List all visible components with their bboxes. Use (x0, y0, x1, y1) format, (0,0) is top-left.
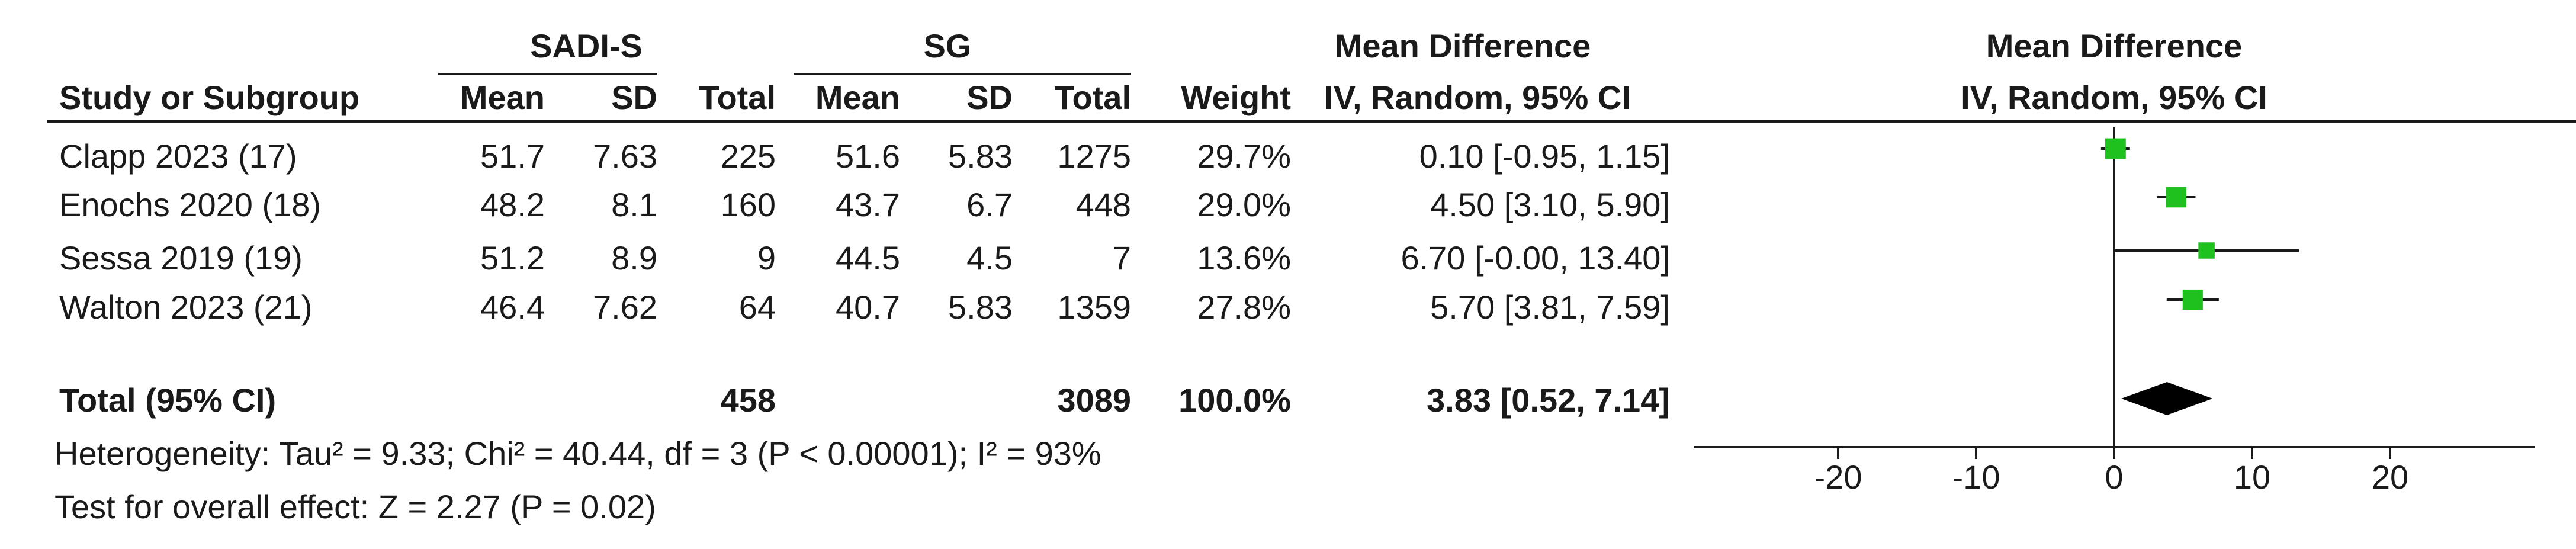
study-marker (2166, 187, 2187, 208)
sadis-mean: 48.2 (480, 186, 545, 223)
sg-total: 7 (1112, 239, 1131, 277)
study-col-header: Study or Subgroup (59, 79, 360, 116)
sadis-mean: 51.7 (480, 137, 545, 175)
weight-header: Weight (1181, 79, 1291, 116)
header-rule (47, 120, 2576, 123)
group2-header: SG (923, 27, 972, 65)
sg-mean: 43.7 (836, 186, 900, 223)
sadis-sd: 8.9 (611, 239, 657, 277)
sg-sd: 5.83 (948, 137, 1013, 175)
sadis-sd: 8.1 (611, 186, 657, 223)
total-sadis-n: 458 (720, 381, 776, 419)
study-markers (2100, 138, 2299, 310)
study-name: Enochs 2020 (18) (59, 186, 322, 223)
group1-underline (438, 73, 657, 75)
sg-total: 1359 (1057, 288, 1131, 326)
sg-total: 448 (1075, 186, 1131, 223)
study-name: Walton 2023 (21) (59, 288, 313, 326)
pooled-effect-diamond (2121, 382, 2213, 415)
overall-effect-text: Test for overall effect: Z = 2.27 (P = 0… (54, 488, 656, 525)
sg-sd: 6.7 (966, 186, 1013, 223)
study-ci: 5.70 [3.81, 7.59] (1430, 288, 1670, 326)
total1-header: Total (699, 79, 776, 116)
sadis-mean: 46.4 (480, 288, 545, 326)
x-tick-label: 0 (2105, 458, 2123, 496)
sadis-sd: 7.63 (593, 137, 657, 175)
study-marker (2182, 289, 2203, 310)
sadis-total: 160 (720, 186, 776, 223)
sg-mean: 44.5 (836, 239, 900, 277)
total-sg-n: 3089 (1057, 381, 1131, 419)
study-name: Sessa 2019 (19) (59, 239, 303, 277)
plot-method-header: IV, Random, 95% CI (1961, 79, 2267, 116)
sd2-header: SD (966, 79, 1013, 116)
plot-title: Mean Difference (1986, 27, 2243, 65)
study-marker (2198, 242, 2215, 259)
study-weight: 13.6% (1197, 239, 1291, 277)
x-tick-label: 20 (2372, 458, 2408, 496)
total-weight: 100.0% (1178, 381, 1291, 419)
total-ci: 3.83 [0.52, 7.14] (1427, 381, 1670, 419)
sg-mean: 51.6 (836, 137, 900, 175)
sadis-total: 9 (757, 239, 776, 277)
sg-mean: 40.7 (836, 288, 900, 326)
sd1-header: SD (611, 79, 657, 116)
study-weight: 29.0% (1197, 186, 1291, 223)
md-method-header: IV, Random, 95% CI (1324, 79, 1631, 116)
mean1-header: Mean (460, 79, 545, 116)
mean2-header: Mean (815, 79, 900, 116)
total-label: Total (95% CI) (59, 381, 277, 419)
total2-header: Total (1054, 79, 1131, 116)
study-weight: 27.8% (1197, 288, 1291, 326)
study-weight: 29.7% (1197, 137, 1291, 175)
sadis-sd: 7.62 (593, 288, 657, 326)
study-name: Clapp 2023 (17) (59, 137, 297, 175)
md-title: Mean Difference (1334, 27, 1591, 65)
study-marker (2105, 138, 2126, 159)
sadis-total: 225 (720, 137, 776, 175)
x-tick-label: -10 (1952, 458, 2000, 496)
sg-sd: 4.5 (966, 239, 1013, 277)
group1-header: SADI-S (530, 27, 643, 65)
group2-underline (794, 73, 1131, 75)
x-tick-label: -20 (1814, 458, 1862, 496)
x-axis-ticks: -20 -10 0 10 20 (1814, 447, 2408, 496)
heterogeneity-text: Heterogeneity: Tau² = 9.33; Chi² = 40.44… (54, 435, 1101, 472)
x-tick-label: 10 (2234, 458, 2270, 496)
study-ci: 4.50 [3.10, 5.90] (1430, 186, 1670, 223)
sadis-mean: 51.2 (480, 239, 545, 277)
sg-total: 1275 (1057, 137, 1131, 175)
study-ci: 6.70 [-0.00, 13.40] (1401, 239, 1670, 277)
sadis-total: 64 (738, 288, 776, 326)
sg-sd: 5.83 (948, 288, 1013, 326)
study-ci: 0.10 [-0.95, 1.15] (1419, 137, 1670, 175)
